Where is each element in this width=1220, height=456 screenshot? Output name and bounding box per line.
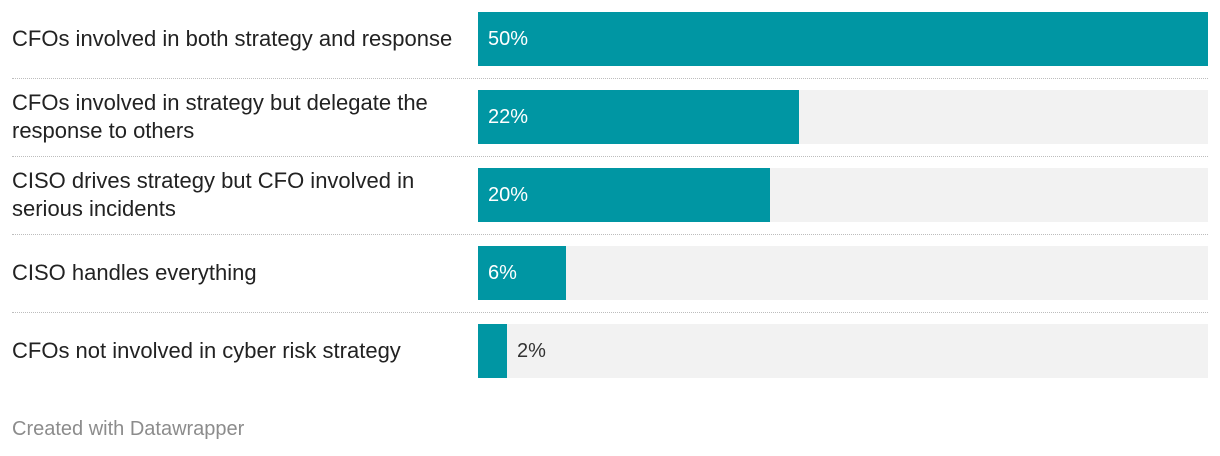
- bar-track: 50%: [478, 12, 1208, 66]
- category-label: CISO drives strategy but CFO involved in…: [12, 168, 415, 221]
- data-label: 6%: [488, 262, 517, 284]
- row-separator: [12, 78, 1208, 79]
- category-label: CISO handles everything: [12, 260, 257, 285]
- row-separator: [12, 312, 1208, 313]
- row-separator: [12, 156, 1208, 157]
- bar-track: 2%: [478, 324, 1208, 378]
- category-label: CFOs not involved in cyber risk strategy: [12, 338, 401, 363]
- row-separator: [12, 234, 1208, 235]
- bar-track: 6%: [478, 246, 1208, 300]
- bar: [478, 90, 799, 144]
- credit-text: Created with Datawrapper: [12, 418, 245, 440]
- data-label: 50%: [488, 28, 529, 50]
- data-label: 2%: [517, 340, 546, 362]
- category-label: CFOs involved in both strategy and respo…: [12, 26, 453, 51]
- bar: [478, 12, 1208, 66]
- bar-track: 20%: [478, 168, 1208, 222]
- data-label: 22%: [488, 106, 529, 128]
- bar: [478, 168, 770, 222]
- bar-track: 22%: [478, 90, 1208, 144]
- bar: [478, 246, 566, 300]
- bar-chart: CFOs involved in both strategy and respo…: [12, 12, 1208, 378]
- data-label: 20%: [488, 184, 529, 206]
- category-label: CFOs involved in strategy but delegate t…: [12, 90, 428, 143]
- bar: [478, 324, 507, 378]
